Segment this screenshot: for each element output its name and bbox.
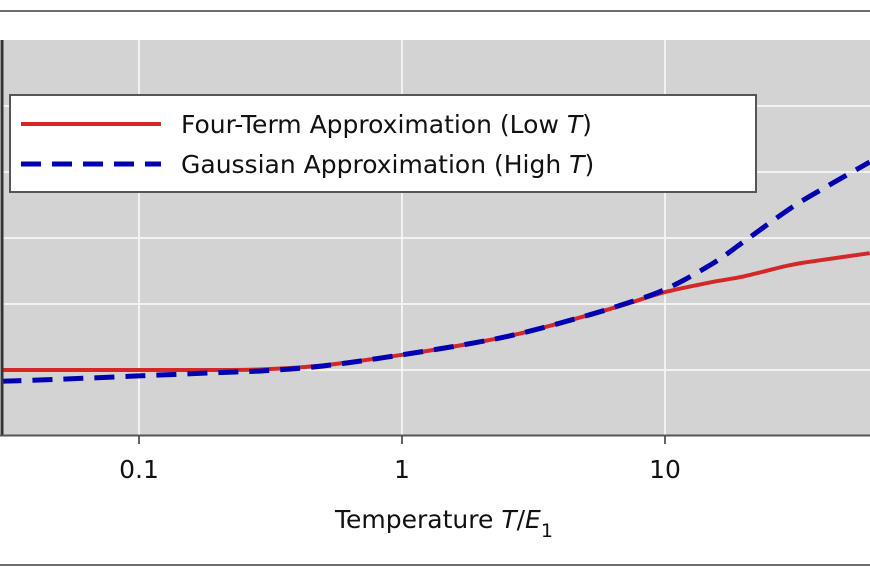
- four-term-curve: [1, 251, 870, 373]
- x-axis-label-prefix: Temperature: [335, 505, 502, 534]
- x-tick-label-1: 1: [394, 455, 410, 484]
- bottom-border-line: [0, 564, 870, 566]
- gaussian-curve: [1, 159, 870, 384]
- legend-item-gaussian: Gaussian Approximation (High T): [11, 144, 594, 184]
- x-axis-label-T: T: [501, 505, 517, 534]
- data-series: [1, 159, 870, 384]
- legend-label-four-term: Four-Term Approximation (Low T): [181, 109, 592, 139]
- legend: Four-Term Approximation (Low T) Gaussian…: [9, 94, 757, 193]
- legend-item-four-term: Four-Term Approximation (Low T): [11, 104, 592, 144]
- dashed-line-swatch-icon: [21, 161, 161, 167]
- x-axis-label-subscript: 1: [540, 520, 553, 542]
- top-border-line: [0, 10, 870, 12]
- solid-line-swatch-icon: [21, 122, 161, 126]
- x-axis-label-slash: /: [516, 505, 526, 534]
- x-axis-ticks: [138, 436, 666, 444]
- x-tick-label-0.1: 0.1: [119, 455, 159, 484]
- x-tick-label-10: 10: [649, 455, 681, 484]
- x-axis-label: Temperature T/E1: [335, 505, 553, 542]
- legend-label-gaussian: Gaussian Approximation (High T): [181, 149, 595, 179]
- x-axis-label-E: E: [525, 505, 541, 534]
